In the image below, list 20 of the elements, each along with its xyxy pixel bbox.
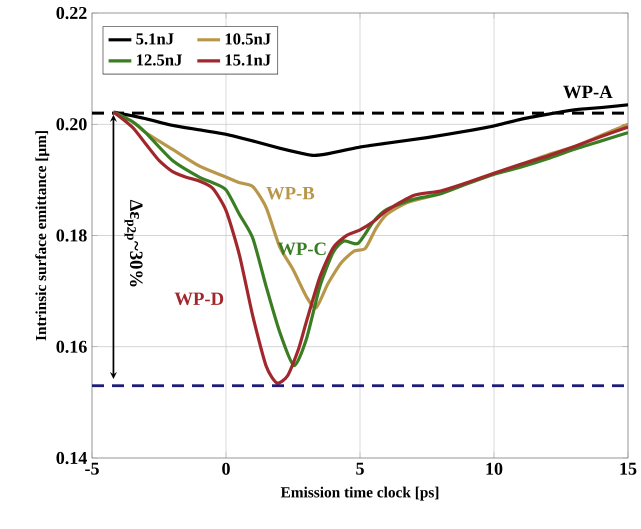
annotation: WP-D [174,292,224,306]
x-axis-title: Emission time clock [ps] [280,486,438,501]
y-tick-label: 0.20 [56,118,87,130]
legend-label: 5.1nJ [136,33,174,45]
legend-label: 15.1nJ [226,54,271,66]
x-tick-label: 10 [486,462,502,475]
x-tick-label: 5 [356,462,364,475]
y-tick-label: 0.18 [56,229,87,242]
legend-label: 10.5nJ [226,33,271,45]
annotation: WP-A [563,86,613,98]
y-tick-label: 0.16 [56,340,87,353]
x-tick-label: 15 [620,462,636,475]
y-tick-label: 0.14 [56,452,87,464]
annotation: Δε$_{p2p}$~30% [124,200,143,286]
annotation: WP-B [266,186,314,200]
legend-label: 12.5nJ [136,54,182,66]
y-tick-label: 0.22 [56,6,87,20]
y-axis-title: Intrinsic surface emittance [μm] [35,131,50,340]
x-tick-label: 0 [222,462,230,475]
x-tick-label: -5 [85,462,99,475]
